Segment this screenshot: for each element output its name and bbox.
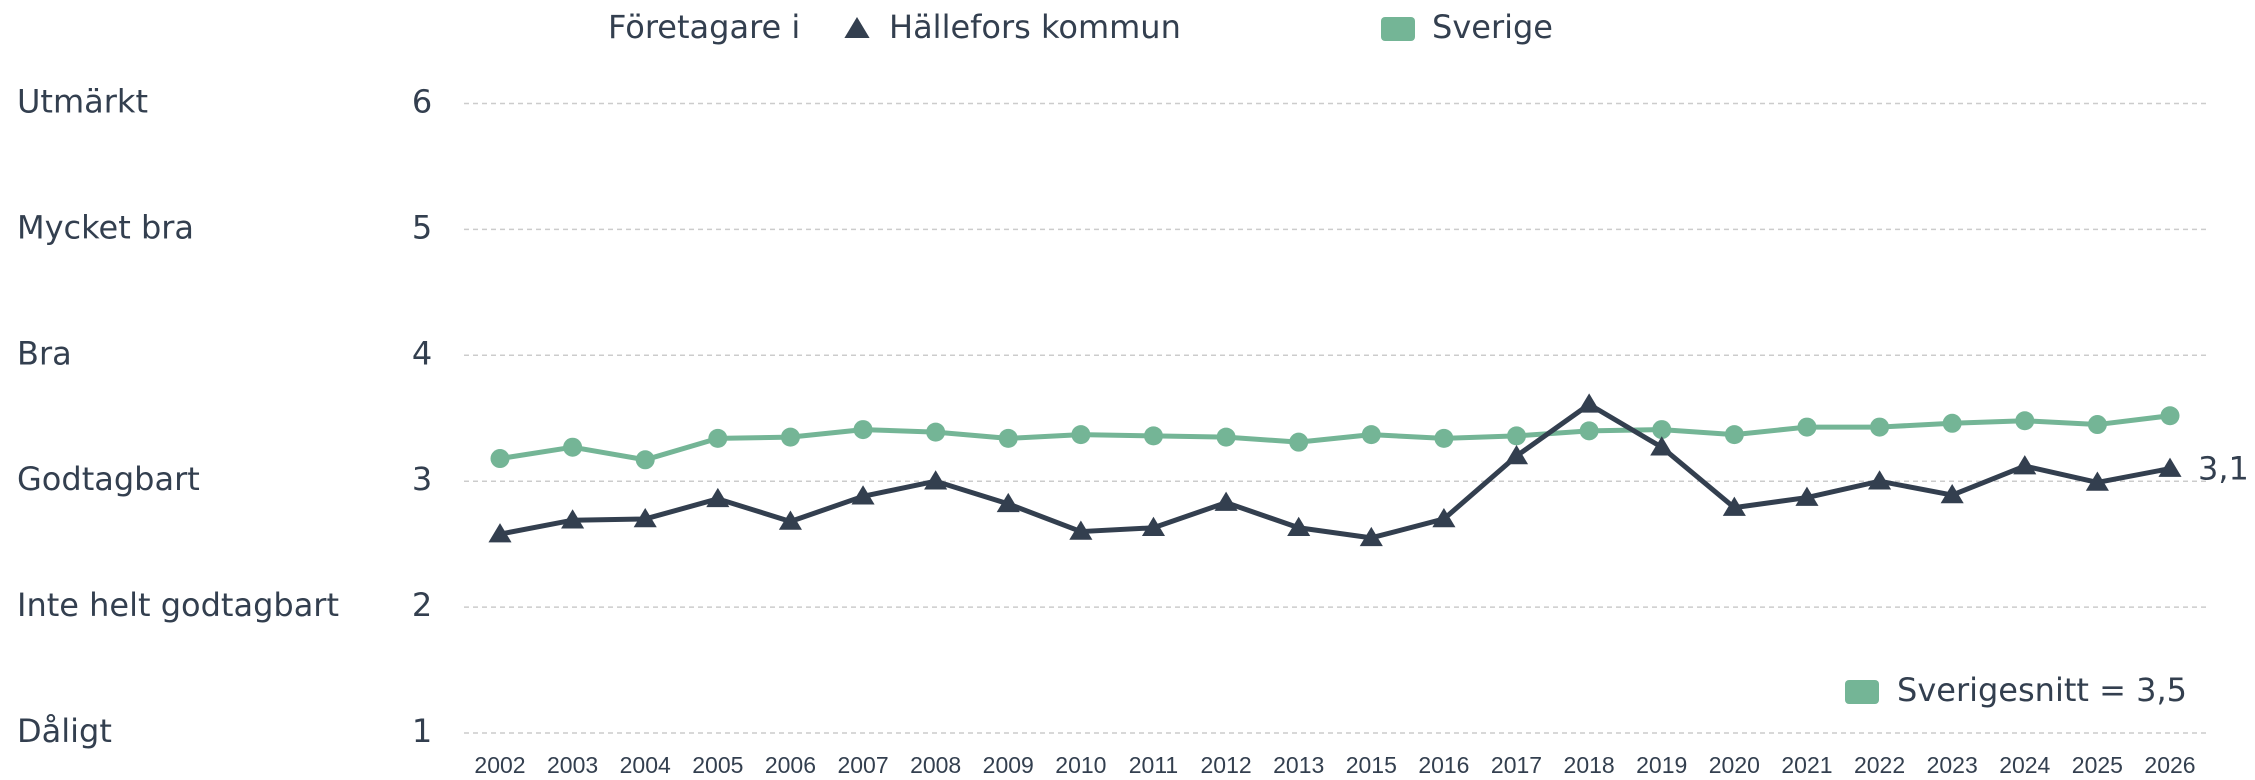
x-tick-label: 2013: [1273, 752, 1324, 778]
x-tick-label: 2005: [692, 752, 743, 778]
y-tick-label: 6: [412, 83, 432, 121]
y-category-label: Bra: [17, 334, 72, 372]
y-category-label: Dåligt: [17, 712, 112, 750]
series-line: [499, 413, 2171, 463]
marker: [1870, 417, 1890, 437]
series-line: [499, 401, 2171, 541]
legend-marker: [844, 17, 870, 38]
marker: [1069, 520, 1093, 540]
x-tick-label: 2012: [1201, 752, 1252, 778]
x-tick-label: 2011: [1129, 752, 1178, 778]
marker: [1434, 428, 1454, 448]
x-tick-label: 2006: [765, 752, 816, 778]
marker: [853, 420, 873, 440]
y-tick-label: 4: [412, 334, 432, 372]
marker: [996, 492, 1020, 513]
x-tick-label: 2022: [1854, 752, 1905, 778]
marker: [1722, 496, 1746, 516]
legend-prefix: Företagare i: [608, 8, 800, 46]
y-category-label: Utmärkt: [17, 83, 148, 121]
x-tick-label: 2009: [983, 752, 1034, 778]
x-tick-label: 2002: [474, 752, 525, 778]
marker: [998, 428, 1018, 448]
x-tick-label: 2017: [1491, 752, 1542, 778]
legend-label: Sverige: [1432, 8, 1553, 46]
marker: [1141, 516, 1166, 537]
marker: [708, 428, 728, 448]
marker: [1942, 413, 1962, 433]
marker: [1868, 470, 1892, 490]
marker: [1216, 427, 1236, 447]
y-tick-label: 2: [412, 586, 432, 624]
y-tick-label: 5: [412, 208, 432, 246]
x-tick-label: 2021: [1781, 752, 1832, 778]
marker: [1579, 421, 1599, 441]
marker: [488, 523, 512, 543]
marker: [490, 449, 510, 469]
marker: [561, 509, 585, 529]
x-tick-label: 2004: [620, 752, 671, 778]
x-tick-label: 2018: [1564, 752, 1615, 778]
x-tick-label: 2025: [2072, 752, 2123, 778]
annotation: Sverigesnitt = 3,5: [1897, 671, 2187, 709]
marker: [2158, 457, 2182, 477]
marker: [1650, 436, 1674, 456]
x-tick-label: 2007: [837, 752, 888, 778]
marker: [1287, 516, 1311, 537]
x-tick-label: 2003: [547, 752, 598, 778]
marker: [1361, 425, 1381, 445]
marker: [1359, 526, 1383, 547]
marker: [2160, 406, 2180, 426]
marker: [563, 437, 583, 457]
data-label: 3,1: [2198, 450, 2249, 488]
marker: [1507, 426, 1527, 446]
marker: [1940, 484, 1964, 504]
legend-marker: [1381, 17, 1415, 41]
y-category-label: Godtagbart: [17, 460, 200, 498]
marker: [633, 507, 657, 528]
x-tick-label: 2020: [1709, 752, 1760, 778]
y-tick-label: 3: [412, 460, 432, 498]
y-category-label: Inte helt godtagbart: [17, 586, 339, 624]
x-tick-label: 2016: [1418, 752, 1469, 778]
marker: [926, 422, 946, 442]
marker: [1795, 486, 1819, 506]
legend-label: Hällefors kommun: [889, 8, 1181, 46]
marker: [1652, 420, 1672, 440]
x-tick-label: 2015: [1346, 752, 1397, 778]
marker: [780, 427, 800, 447]
marker: [1797, 417, 1817, 437]
x-tick-label: 2023: [1927, 752, 1978, 778]
x-tick-label: 2008: [910, 752, 961, 778]
marker: [635, 450, 655, 470]
marker: [1504, 445, 1529, 465]
y-category-label: Mycket bra: [17, 208, 194, 246]
marker: [2087, 415, 2107, 435]
marker: [851, 485, 875, 505]
marker: [706, 487, 730, 508]
marker: [778, 510, 802, 530]
marker: [2085, 471, 2109, 491]
marker: [1214, 491, 1238, 511]
annotation-marker: [1845, 680, 1879, 704]
x-tick-label: 2026: [2144, 752, 2195, 778]
x-tick-label: 2024: [1999, 752, 2050, 778]
marker: [1577, 393, 1601, 413]
marker: [924, 470, 948, 490]
marker: [2015, 411, 2035, 431]
marker: [1289, 432, 1309, 452]
x-tick-label: 2019: [1636, 752, 1687, 778]
marker: [2013, 455, 2037, 475]
y-tick-label: 1: [412, 712, 432, 750]
marker: [1432, 507, 1456, 528]
x-tick-label: 2010: [1055, 752, 1106, 778]
marker: [1143, 426, 1163, 446]
marker: [1071, 425, 1091, 445]
marker: [1724, 425, 1744, 445]
